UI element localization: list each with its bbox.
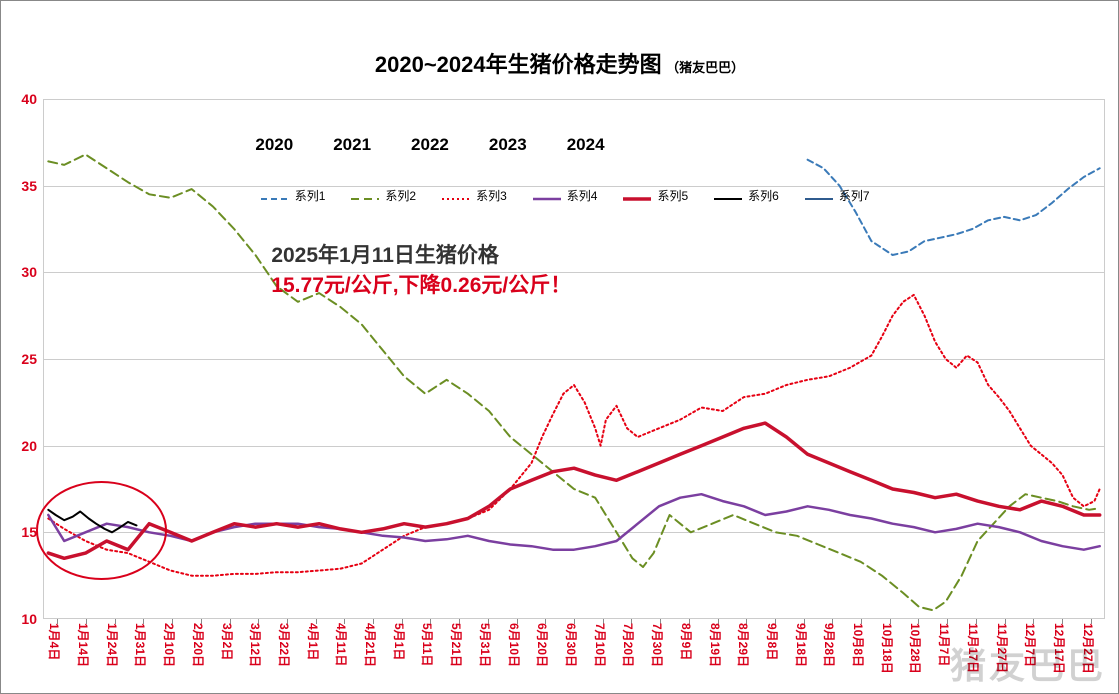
- x-tick-label: 6月10日: [506, 623, 523, 667]
- line-canvas: [43, 99, 1105, 619]
- y-tick-label: 35: [15, 178, 37, 194]
- legend-item: 系列3: [442, 187, 507, 204]
- series-s4_purple: [48, 494, 1099, 550]
- x-tick-label: 8月29日: [735, 623, 752, 667]
- x-tick-label: 2月20日: [190, 623, 207, 667]
- x-tick-label: 7月20日: [620, 623, 637, 667]
- x-tick-label: 1月24日: [104, 623, 121, 667]
- legend-label: 系列7: [839, 187, 870, 204]
- legend-item: 系列4: [533, 187, 598, 204]
- annotation-line1: 2025年1月11日生猪价格: [271, 239, 571, 269]
- x-tick-label: 5月21日: [448, 623, 465, 667]
- series-s2_olive_dash: [48, 155, 1099, 611]
- year-label: 2020: [255, 135, 293, 155]
- x-tick-label: 2月10日: [161, 623, 178, 667]
- x-tick-label: 9月28日: [821, 623, 838, 667]
- legend-item: 系列2: [351, 187, 416, 204]
- x-tick-label: 11月27日: [994, 623, 1011, 673]
- legend-label: 系列6: [748, 187, 779, 204]
- legend-label: 系列4: [567, 187, 598, 204]
- legend-label: 系列2: [385, 187, 416, 204]
- x-tick-label: 10月18日: [879, 623, 896, 674]
- legend-item: 系列1: [261, 187, 326, 204]
- highlight-circle: [36, 481, 168, 580]
- x-tick-label: 3月2日: [219, 623, 236, 660]
- price-annotation: 2025年1月11日生猪价格 15.77元/公斤,下降0.26元/公斤！: [271, 239, 571, 299]
- title-sub: （猪友巴巴）: [666, 60, 744, 75]
- x-tick-label: 5月1日: [391, 623, 408, 660]
- x-tick-label: 10月8日: [850, 623, 867, 667]
- x-tick-label: 11月7日: [936, 623, 953, 666]
- x-tick-label: 9月18日: [793, 623, 810, 667]
- y-tick-label: 25: [15, 351, 37, 367]
- year-label: 2023: [489, 135, 527, 155]
- x-tick-label: 8月19日: [707, 623, 724, 667]
- series-s1_blue_dash: [808, 160, 1100, 255]
- x-tick-label: 10月28日: [907, 623, 924, 674]
- x-tick-label: 6月30日: [563, 623, 580, 667]
- x-tick-label: 5月11日: [419, 623, 436, 666]
- y-tick-label: 30: [15, 264, 37, 280]
- x-tick-label: 4月1日: [305, 623, 322, 660]
- x-tick-label: 5月31日: [477, 623, 494, 667]
- x-tick-label: 1月31日: [132, 623, 149, 667]
- plot-area: 20202021202220232024 系列1系列2系列3系列4系列5系列6系…: [43, 99, 1105, 619]
- year-label: 2022: [411, 135, 449, 155]
- x-tick-label: 11月17日: [965, 623, 982, 673]
- x-tick-label: 12月7日: [1022, 623, 1039, 667]
- x-tick-label: 12月17日: [1051, 623, 1068, 674]
- x-tick-label: 8月9日: [678, 623, 695, 660]
- legend-label: 系列5: [657, 187, 688, 204]
- title-main: 2020~2024年生猪价格走势图: [375, 52, 662, 77]
- legend-label: 系列3: [476, 187, 507, 204]
- x-tick-label: 3月12日: [247, 623, 264, 667]
- y-tick-label: 15: [15, 524, 37, 540]
- legend-label: 系列1: [295, 187, 326, 204]
- x-tick-label: 7月10日: [592, 623, 609, 667]
- year-label: 2021: [333, 135, 371, 155]
- legend-item: 系列6: [714, 187, 779, 204]
- chart-container: { "layout": { "width": 1119, "height": 6…: [0, 0, 1119, 694]
- legend: 系列1 系列2 系列3 系列4 系列5 系列6 系列7: [261, 187, 870, 204]
- legend-item: 系列5: [623, 187, 688, 204]
- x-tick-label: 4月21日: [362, 623, 379, 667]
- annotation-line2: 15.77元/公斤,下降0.26元/公斤！: [271, 269, 571, 299]
- x-tick-label: 6月20日: [534, 623, 551, 667]
- y-tick-label: 20: [15, 438, 37, 454]
- chart-title: 2020~2024年生猪价格走势图 （猪友巴巴）: [1, 47, 1118, 79]
- x-tick-label: 9月8日: [764, 623, 781, 660]
- x-tick-label: 1月14日: [75, 623, 92, 667]
- y-tick-label: 40: [15, 91, 37, 107]
- x-tick-label: 7月30日: [649, 623, 666, 667]
- year-labels: 2020 2021 2022 2023 2024: [255, 135, 604, 155]
- series-s5_red_bold: [48, 423, 1099, 558]
- x-tick-label: 4月11日: [333, 623, 350, 666]
- x-tick-label: 3月22日: [276, 623, 293, 667]
- legend-item: 系列7: [805, 187, 870, 204]
- x-tick-label: 12月27日: [1080, 623, 1097, 674]
- year-label: 2024: [567, 135, 605, 155]
- y-tick-label: 10: [15, 611, 37, 627]
- x-tick-label: 1月4日: [46, 623, 63, 660]
